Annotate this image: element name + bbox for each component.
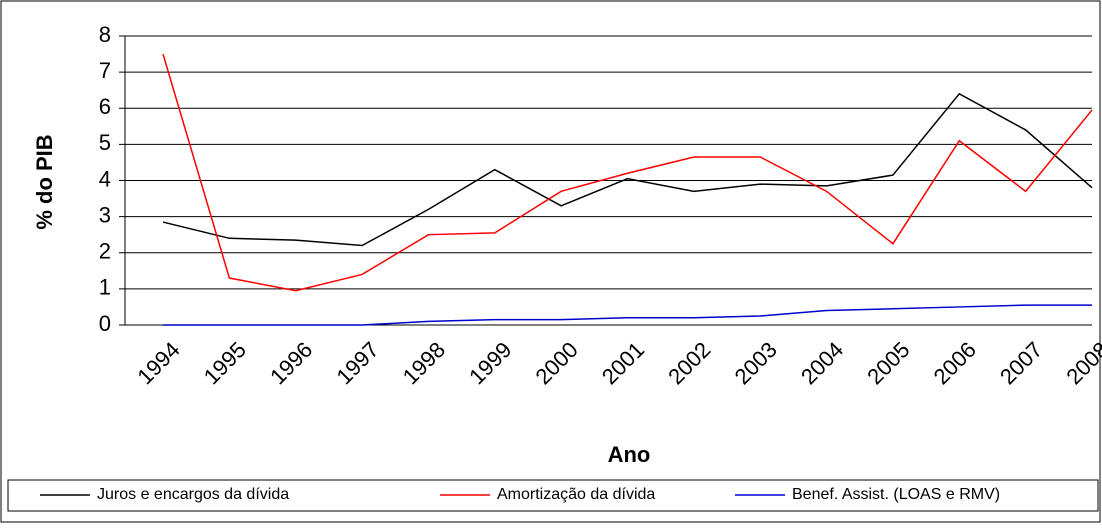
x-tick-label: 1994 xyxy=(132,337,184,389)
x-tick-label: 1998 xyxy=(398,337,450,389)
x-tick-label: 1995 xyxy=(199,337,251,389)
legend-label: Amortização da dívida xyxy=(497,486,655,503)
x-tick-label: 2008 xyxy=(1061,337,1102,389)
x-tick-label: 2007 xyxy=(995,337,1047,389)
x-tick-label: 2002 xyxy=(663,337,715,389)
x-tick-label: 2000 xyxy=(530,337,582,389)
y-tick-label: 1 xyxy=(99,275,111,300)
y-tick-label: 7 xyxy=(99,58,111,83)
x-tick-label: 2006 xyxy=(929,337,981,389)
x-tick-label: 2003 xyxy=(730,337,782,389)
legend-label: Juros e encargos da dívida xyxy=(97,486,289,503)
y-tick-label: 6 xyxy=(99,94,111,119)
x-tick-label: 1996 xyxy=(265,337,317,389)
y-tick-label: 2 xyxy=(99,239,111,264)
x-tick-label: 1999 xyxy=(464,337,516,389)
x-tick-label: 2005 xyxy=(862,337,914,389)
y-axis-title: % do PIB xyxy=(32,134,57,229)
x-tick-label: 2001 xyxy=(597,337,649,389)
series-line xyxy=(163,304,1092,326)
y-tick-label: 5 xyxy=(99,130,111,155)
y-tick-label: 8 xyxy=(99,22,111,47)
series-line xyxy=(162,53,1093,292)
y-tick-label: 3 xyxy=(99,202,111,227)
x-axis-title: Ano xyxy=(608,442,651,467)
y-tick-label: 0 xyxy=(99,311,111,336)
y-tick-label: 4 xyxy=(99,166,111,191)
legend-box xyxy=(7,479,1099,512)
legend-label: Benef. Assist. (LOAS e RMV) xyxy=(792,486,1000,503)
series-line xyxy=(162,92,1093,247)
x-tick-label: 1997 xyxy=(331,337,383,389)
x-tick-label: 2004 xyxy=(796,337,848,389)
